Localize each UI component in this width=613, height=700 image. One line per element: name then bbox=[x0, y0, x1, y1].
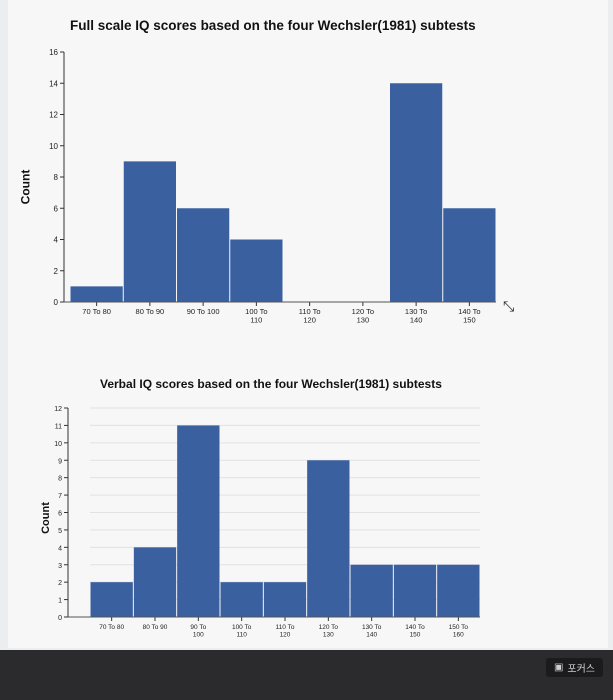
y-tick-label: 11 bbox=[55, 423, 62, 430]
bar-7 bbox=[350, 564, 393, 617]
x-tick-label-line2: 120 bbox=[303, 316, 316, 325]
bar-8 bbox=[443, 208, 496, 302]
y-tick-label: 0 bbox=[58, 615, 62, 622]
x-tick-label-line2: 150 bbox=[410, 632, 421, 639]
window-icon: ▣ bbox=[553, 662, 564, 673]
x-tick-label: 120 To bbox=[319, 624, 339, 631]
x-tick-label-line2: 130 bbox=[323, 632, 334, 639]
y-tick-label: 6 bbox=[54, 204, 59, 213]
bar-6 bbox=[307, 460, 350, 617]
x-tick-label: 100 To bbox=[245, 307, 267, 316]
y-tick-label: 2 bbox=[58, 580, 62, 587]
x-tick-label: 130 To bbox=[405, 307, 427, 316]
bar-3 bbox=[177, 208, 230, 302]
x-tick-label-line2: 160 bbox=[453, 632, 464, 639]
x-tick-label-line2: 110 bbox=[250, 316, 262, 325]
y-tick-label: 0 bbox=[54, 298, 59, 307]
x-tick-label-line2: 100 bbox=[193, 632, 204, 639]
x-tick-label: 70 To 80 bbox=[99, 624, 124, 631]
taskbar: ▣ 포커스 bbox=[0, 650, 613, 700]
x-tick-label: 70 To 80 bbox=[82, 307, 111, 316]
x-tick-label: 90 To 100 bbox=[187, 307, 220, 316]
y-tick-label: 12 bbox=[54, 406, 62, 413]
x-tick-label-line2: 150 bbox=[463, 316, 476, 325]
y-tick-label: 10 bbox=[49, 142, 58, 151]
x-tick-label: 80 To 90 bbox=[143, 624, 168, 631]
bar-2 bbox=[123, 161, 176, 302]
focus-button[interactable]: ▣ 포커스 bbox=[545, 658, 603, 677]
y-tick-label: 1 bbox=[58, 598, 62, 605]
y-tick-label: 7 bbox=[58, 493, 62, 500]
y-tick-label: 4 bbox=[54, 236, 59, 245]
bar-4 bbox=[220, 582, 263, 617]
y-tick-label: 9 bbox=[58, 458, 62, 465]
bar-8 bbox=[393, 564, 437, 617]
y-tick-label: 5 bbox=[58, 528, 62, 535]
x-tick-label-line2: 140 bbox=[410, 316, 423, 325]
x-tick-label-line2: 120 bbox=[280, 632, 291, 639]
x-tick-label: 100 To bbox=[232, 624, 252, 631]
y-tick-label: 16 bbox=[49, 48, 58, 57]
bar-1 bbox=[70, 286, 123, 302]
y-tick-label: 10 bbox=[54, 441, 62, 448]
bar-7 bbox=[390, 83, 443, 302]
bar-3 bbox=[177, 425, 220, 617]
bar-2 bbox=[133, 547, 177, 617]
y-tick-label: 2 bbox=[54, 267, 59, 276]
x-tick-label: 120 To bbox=[352, 307, 374, 316]
y-tick-label: 3 bbox=[58, 563, 62, 570]
y-tick-label: 6 bbox=[58, 511, 62, 518]
move-cursor-icon: ⤡ bbox=[503, 298, 515, 314]
y-tick-label: 8 bbox=[54, 173, 59, 182]
x-tick-label: 110 To bbox=[276, 624, 295, 631]
y-tick-label: 14 bbox=[49, 79, 58, 88]
x-tick-label: 130 To bbox=[362, 624, 382, 631]
bar-1 bbox=[90, 582, 133, 617]
focus-button-label: 포커스 bbox=[567, 664, 595, 675]
y-tick-label: 8 bbox=[58, 476, 62, 483]
x-tick-label: 110 To bbox=[299, 307, 321, 316]
y-tick-label: 12 bbox=[49, 111, 58, 120]
x-tick-label: 90 To bbox=[190, 624, 206, 631]
x-tick-label-line2: 140 bbox=[366, 632, 377, 639]
x-tick-label: 150 To bbox=[449, 624, 469, 631]
chart-1-title: Full scale IQ scores based on the four W… bbox=[70, 18, 476, 33]
screen bbox=[0, 0, 613, 650]
chart-2-title: Verbal IQ scores based on the four Wechs… bbox=[100, 377, 442, 391]
x-tick-label: 80 To 90 bbox=[136, 307, 165, 316]
x-tick-label-line2: 110 bbox=[236, 632, 247, 639]
bar-5 bbox=[263, 582, 307, 617]
bar-4 bbox=[230, 239, 283, 302]
x-tick-label: 140 To bbox=[458, 307, 480, 316]
x-tick-label-line2: 130 bbox=[357, 316, 370, 325]
bar-9 bbox=[437, 564, 480, 617]
y-tick-label: 4 bbox=[58, 545, 62, 552]
x-tick-label: 140 To bbox=[405, 624, 425, 631]
